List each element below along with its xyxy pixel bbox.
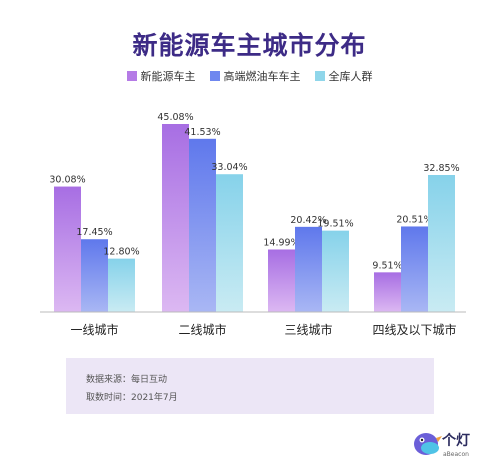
bar — [54, 186, 81, 312]
bar — [374, 272, 401, 312]
category-label: 四线及以下城市 — [372, 322, 456, 337]
bar — [322, 230, 349, 312]
data-label: 30.08% — [49, 175, 85, 186]
data-label: 32.85% — [423, 163, 459, 174]
data-label: 45.08% — [157, 112, 193, 123]
bar — [216, 174, 243, 312]
data-label: 41.53% — [184, 127, 220, 138]
date-text: 取数时间：2021年7月 — [86, 393, 178, 403]
data-label: 33.04% — [211, 162, 247, 173]
logo-subtext: aBeacon — [443, 451, 469, 458]
category-label: 三线城市 — [284, 322, 332, 337]
legend-swatch — [126, 71, 137, 81]
legend-item-fuel: 高端燃油车车主 — [209, 68, 301, 84]
logo-text: 个灯 — [442, 433, 470, 449]
data-label: 14.99% — [263, 237, 299, 248]
bar — [81, 239, 108, 312]
data-label: 19.51% — [317, 219, 353, 230]
data-label: 20.42% — [290, 215, 326, 226]
source-text: 数据来源：每日互动 — [86, 375, 168, 385]
legend-label: 全库人群 — [328, 70, 373, 83]
data-label: 12.80% — [103, 247, 139, 258]
chart-title: 新能源车主城市分布 — [132, 31, 367, 60]
bar — [189, 138, 216, 312]
category-label: 二线城市 — [178, 322, 226, 337]
legend-label: 高端燃油车车主 — [223, 70, 301, 83]
source-box: 数据来源：每日互动 取数时间：2021年7月 — [66, 358, 434, 414]
data-label: 17.45% — [76, 227, 112, 238]
legend-item-new-energy: 新能源车主 — [126, 68, 196, 84]
bird-logo-icon — [414, 433, 442, 455]
legend-swatch — [209, 71, 220, 81]
legend-item-all: 全库人群 — [314, 68, 373, 84]
legend: 新能源车主 高端燃油车车主 全库人群 — [0, 68, 499, 84]
bar — [162, 124, 189, 312]
bar — [295, 226, 322, 312]
legend-label: 新能源车主 — [140, 70, 196, 83]
bars-group: 30.08% 17.45% 12.80% 一线城市 45.08% 41.53% 33.04%… — [49, 112, 459, 337]
bar — [428, 175, 455, 312]
bar — [268, 249, 295, 312]
bar — [401, 226, 428, 312]
data-label: 20.51% — [396, 214, 432, 225]
bar — [108, 258, 135, 312]
data-label: 9.51% — [372, 260, 402, 271]
legend-swatch — [314, 71, 325, 81]
category-label: 一线城市 — [70, 322, 118, 337]
